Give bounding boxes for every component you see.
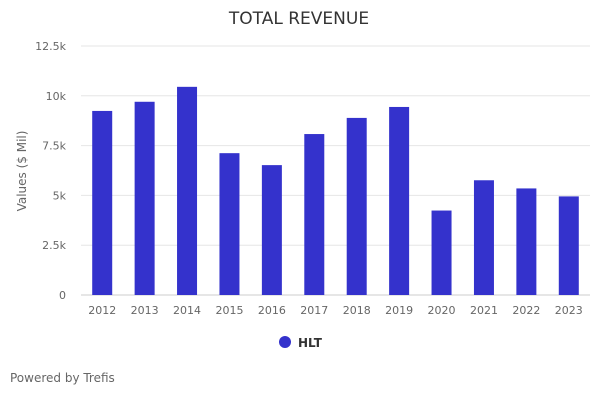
x-tick-label: 2020	[428, 304, 456, 317]
y-tick-label: 2.5k	[42, 239, 66, 252]
bar-2019[interactable]	[389, 106, 410, 295]
bar-2012[interactable]	[92, 110, 113, 295]
bar-2014[interactable]	[177, 86, 198, 295]
bar-2020[interactable]	[431, 210, 452, 295]
x-tick-label: 2019	[385, 304, 413, 317]
legend-label: HLT	[298, 336, 323, 350]
bar-2017[interactable]	[304, 134, 325, 295]
bar-2015[interactable]	[219, 153, 240, 295]
y-tick-label: 7.5k	[42, 140, 66, 153]
y-tick-label: 5k	[53, 189, 67, 202]
x-tick-label: 2021	[470, 304, 498, 317]
y-tick-label: 12.5k	[35, 40, 66, 53]
bar-2016[interactable]	[261, 165, 282, 295]
powered-by-credit[interactable]: Powered by Trefis	[10, 371, 115, 385]
x-tick-label: 2017	[300, 304, 328, 317]
bar-2023[interactable]	[558, 196, 579, 295]
bar-2018[interactable]	[346, 117, 367, 296]
y-tick-label: 10k	[46, 90, 67, 103]
bar-2013[interactable]	[134, 101, 155, 295]
x-tick-label: 2023	[555, 304, 583, 317]
y-axis-label: Values ($ Mil)	[15, 131, 29, 212]
x-tick-label: 2013	[131, 304, 159, 317]
bar-2022[interactable]	[516, 188, 537, 295]
legend[interactable]: HLT	[279, 336, 323, 350]
x-tick-label: 2018	[343, 304, 371, 317]
bar-2021[interactable]	[473, 180, 494, 295]
x-tick-label: 2015	[215, 304, 243, 317]
x-tick-label: 2012	[88, 304, 116, 317]
x-tick-label: 2016	[258, 304, 286, 317]
y-tick-label: 0	[59, 289, 66, 302]
chart-title: TOTAL REVENUE	[228, 9, 369, 29]
legend-marker	[279, 336, 291, 348]
x-tick-label: 2022	[512, 304, 540, 317]
x-tick-label: 2014	[173, 304, 201, 317]
